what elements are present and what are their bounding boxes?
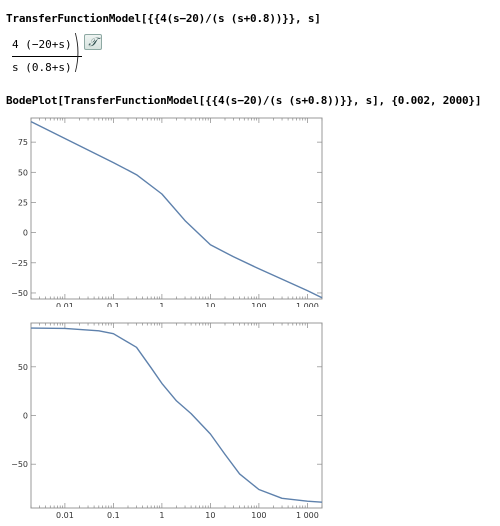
phase-plot: 0.01 0.1 1 10 100 1 000 50 0 −50 (11, 322, 323, 520)
x-tick-label: 1 (159, 511, 164, 520)
y-tick-label: 50 (18, 168, 28, 177)
magnitude-plot: 0.01 0.1 1 10 100 1 000 75 50 25 0 −25 −50 (11, 117, 323, 307)
input-cell-bode-plot[interactable]: BodePlot[TransferFunctionModel[{{4(s−20)… (6, 94, 482, 107)
y-tick-label: 0 (23, 229, 28, 238)
x-tick-label: 0.1 (107, 511, 120, 520)
plot-frame (30, 322, 323, 509)
y-tick-label: 25 (18, 198, 28, 207)
right-paren: ) (72, 26, 81, 77)
x-tick-label: 0.01 (56, 302, 74, 307)
x-tick-label: 1 000 (296, 302, 319, 307)
bode-curve (30, 120, 323, 299)
y-tick-label: −50 (11, 289, 28, 298)
transfer-function-icon[interactable]: 𝒯 (84, 34, 102, 50)
x-tick-label: 1 (159, 302, 164, 307)
x-tick-label: 0.01 (56, 511, 74, 520)
input-cell-transfer-function[interactable]: TransferFunctionModel[{{4(s−20)/(s (s+0.… (6, 12, 321, 25)
y-tick-label: −25 (11, 259, 28, 268)
x-tick-label: 100 (251, 511, 266, 520)
x-tick-label: 100 (251, 302, 266, 307)
x-tick-label: 1 000 (296, 511, 319, 520)
plot-frame (30, 117, 323, 300)
fraction-numerator: 4 (−20+s) (12, 38, 72, 51)
y-tick-label: −50 (11, 460, 28, 469)
x-tick-label: 10 (205, 302, 215, 307)
x-tick-label: 0.1 (107, 302, 120, 307)
y-tick-label: 0 (23, 412, 28, 421)
y-tick-label: 75 (18, 138, 28, 147)
bode-curve (30, 327, 323, 503)
fraction-denominator: s (0.8+s) (12, 61, 72, 74)
y-tick-label: 50 (18, 363, 28, 372)
fraction-bar (12, 56, 82, 57)
x-tick-label: 10 (205, 511, 215, 520)
